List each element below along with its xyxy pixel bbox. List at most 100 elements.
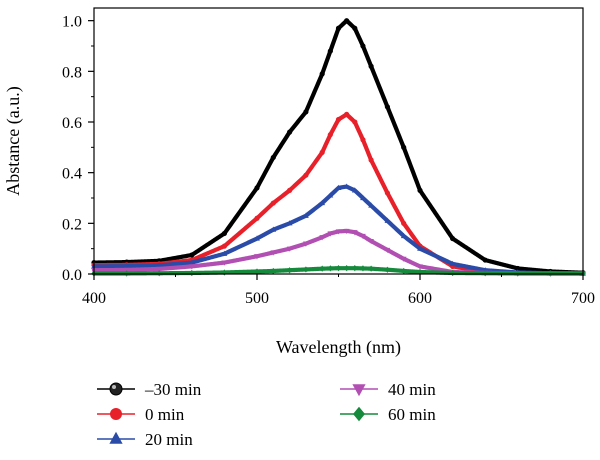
data-point	[319, 149, 325, 155]
data-point	[417, 245, 423, 251]
data-point	[270, 267, 276, 275]
legend-entry: 40 min	[340, 380, 436, 399]
ticks-layer: 400 500 600 700 0.0 0.2 0.4 0.6 0.8 1.0	[62, 14, 595, 307]
data-point	[351, 230, 358, 236]
data-point	[254, 268, 260, 275]
y-tick-label: 0.8	[62, 64, 82, 81]
legend-entry: –30 min	[97, 380, 202, 399]
data-point	[401, 144, 407, 150]
data-point	[360, 233, 366, 240]
data-point	[360, 43, 366, 49]
data-point	[450, 235, 456, 242]
data-point	[384, 247, 391, 254]
data-point	[343, 183, 350, 189]
data-point	[287, 267, 293, 274]
data-point	[221, 269, 227, 276]
data-point	[286, 246, 293, 252]
data-point	[319, 265, 325, 272]
data-point	[327, 192, 334, 198]
legend-entry: 20 min	[97, 430, 193, 449]
data-point	[368, 157, 374, 163]
data-point	[417, 264, 423, 270]
data-point	[351, 187, 358, 193]
data-point	[303, 212, 309, 218]
data-point	[270, 226, 277, 232]
data-point	[221, 260, 228, 266]
data-point	[482, 270, 488, 277]
data-point	[254, 235, 260, 241]
data-point	[384, 104, 390, 110]
y-axis-title: Abstance (a.u.)	[3, 86, 24, 195]
data-point	[327, 265, 333, 272]
data-point	[344, 18, 350, 24]
legend-label: 0 min	[145, 405, 185, 424]
legend-label: 60 min	[388, 405, 436, 424]
legend-entry: 60 min	[340, 405, 436, 424]
legend-marker	[110, 408, 122, 420]
data-point	[303, 266, 309, 273]
y-tick-label: 0.4	[62, 166, 82, 183]
data-point	[335, 116, 342, 123]
data-point	[319, 199, 326, 206]
data-point	[368, 238, 374, 245]
legend-marker	[352, 384, 366, 397]
data-point	[327, 48, 333, 54]
data-point	[189, 269, 195, 277]
data-point	[335, 229, 342, 235]
x-tick-label: 600	[408, 290, 432, 307]
data-point	[221, 250, 228, 256]
series-line	[91, 112, 586, 276]
data-point	[401, 267, 407, 275]
legend-marker	[353, 406, 365, 422]
data-point	[335, 265, 342, 272]
legend-entry: 0 min	[97, 405, 185, 424]
x-tick-label: 400	[82, 290, 106, 307]
data-point	[188, 264, 195, 270]
legend-label: –30 min	[144, 380, 202, 399]
data-point	[303, 241, 309, 247]
data-point	[368, 265, 374, 272]
data-point	[344, 111, 350, 117]
legend: –30 min 0 min 20 min 40 min 60 min	[97, 380, 436, 449]
data-point	[352, 25, 358, 31]
series-1	[91, 111, 586, 277]
data-point	[327, 231, 334, 237]
data-point	[352, 265, 358, 272]
y-tick-label: 1.0	[62, 14, 82, 31]
data-point	[303, 172, 309, 178]
legend-label: 20 min	[145, 430, 193, 449]
series-line	[91, 18, 586, 275]
data-point	[319, 71, 325, 77]
x-tick-label: 700	[571, 290, 595, 307]
data-point	[400, 232, 407, 239]
data-point	[352, 119, 358, 125]
y-tick-label: 0.0	[62, 267, 82, 284]
data-point	[270, 250, 277, 256]
data-point	[286, 220, 293, 226]
data-point	[449, 260, 456, 266]
y-tick-label: 0.2	[62, 216, 82, 233]
data-point	[270, 154, 276, 161]
legend-marker	[109, 382, 123, 396]
data-point	[287, 187, 293, 193]
data-point	[368, 202, 374, 208]
data-point	[515, 265, 521, 272]
data-point	[344, 265, 350, 272]
data-point	[335, 184, 342, 190]
data-point	[189, 252, 195, 258]
data-point	[417, 187, 423, 193]
data-point	[254, 185, 260, 191]
data-point	[303, 109, 309, 115]
data-point	[270, 200, 276, 206]
x-axis-title: Wavelength (nm)	[276, 337, 401, 358]
data-point	[188, 259, 195, 265]
legend-marker-highlight	[112, 385, 116, 389]
data-point	[254, 254, 260, 260]
data-point	[400, 256, 407, 262]
data-point	[123, 263, 130, 269]
data-point	[360, 194, 366, 201]
x-tick-label: 500	[245, 290, 269, 307]
data-point	[384, 266, 390, 273]
data-point	[221, 230, 227, 237]
